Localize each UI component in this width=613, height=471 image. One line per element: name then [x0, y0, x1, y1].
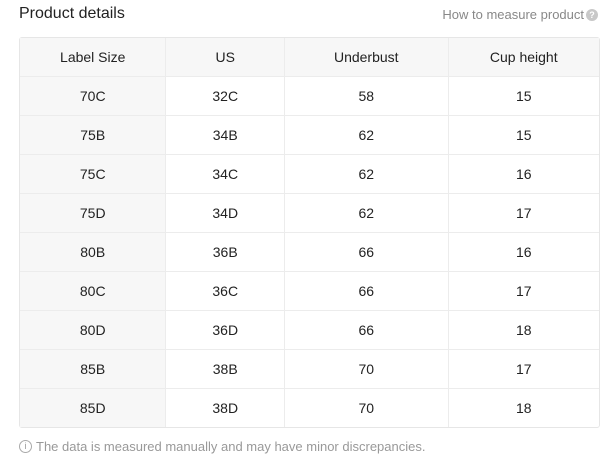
table-cell: 75C [20, 155, 167, 194]
table-row: 80D 36D 66 18 [20, 311, 599, 350]
table-row: 75C 34C 62 16 [20, 155, 599, 194]
page-title: Product details [19, 5, 125, 22]
table-cell: 34C [166, 155, 285, 194]
table-cell: 16 [448, 155, 599, 194]
table-cell: 36C [166, 272, 285, 311]
table-row: 85B 38B 70 17 [20, 350, 599, 389]
table-row: 70C 32C 58 15 [20, 77, 599, 116]
table-cell: 36D [166, 311, 285, 350]
table-row: 75B 34B 62 15 [20, 116, 599, 155]
table-cell: 80D [20, 311, 167, 350]
table-cell: 80C [20, 272, 167, 311]
table-cell: 62 [285, 116, 449, 155]
disclaimer-text: The data is measured manually and may ha… [36, 439, 426, 454]
table-cell: 85B [20, 350, 167, 389]
how-to-measure-label: How to measure product [442, 7, 584, 22]
column-header: Underbust [285, 38, 449, 77]
table-cell: 62 [285, 155, 449, 194]
table-cell: 34B [166, 116, 285, 155]
table-row: 80C 36C 66 17 [20, 272, 599, 311]
table-cell: 17 [448, 272, 599, 311]
table-cell: 38B [166, 350, 285, 389]
table-cell: 66 [285, 311, 449, 350]
table-cell: 17 [448, 194, 599, 233]
table-cell: 17 [448, 350, 599, 389]
table-cell: 36B [166, 233, 285, 272]
table-cell: 18 [448, 311, 599, 350]
table-cell: 75B [20, 116, 167, 155]
table-cell: 70 [285, 389, 449, 427]
table-cell: 80B [20, 233, 167, 272]
size-table: Label Size US Underbust Cup height 70C 32C 58… [19, 37, 600, 428]
table-cell: 66 [285, 233, 449, 272]
question-circle-icon[interactable]: ? [586, 8, 598, 21]
table-cell: 15 [448, 77, 599, 116]
table-cell: 18 [515, 400, 532, 416]
table-cell: 34D [166, 194, 285, 233]
info-circle-icon: i [19, 440, 32, 453]
column-header: US [166, 38, 285, 77]
table-cell: 38D [166, 389, 285, 427]
table-cell: 16 [448, 233, 599, 272]
table-cell: 58 [285, 77, 449, 116]
column-header: Label Size [20, 38, 167, 77]
table-cell: 70 [285, 350, 449, 389]
table-cell: 85D [20, 389, 167, 427]
table-header-row: Label Size US Underbust Cup height [20, 38, 599, 77]
table-cell: 70C [20, 77, 167, 116]
table-cell: 75D [20, 194, 167, 233]
column-header: Cup height [448, 38, 599, 77]
how-to-measure-link[interactable]: How to measure product ? [442, 7, 598, 22]
table-cell: 15 [448, 116, 599, 155]
table-row: 85D 38D 70 18 [20, 389, 599, 427]
table-cell: 66 [285, 272, 449, 311]
table-row: 75D 34D 62 17 [20, 194, 599, 233]
table-cell: 32C [166, 77, 285, 116]
disclaimer-note: i The data is measured manually and may … [19, 439, 425, 454]
table-cell: 62 [285, 194, 449, 233]
table-row: 80B 36B 66 16 [20, 233, 599, 272]
